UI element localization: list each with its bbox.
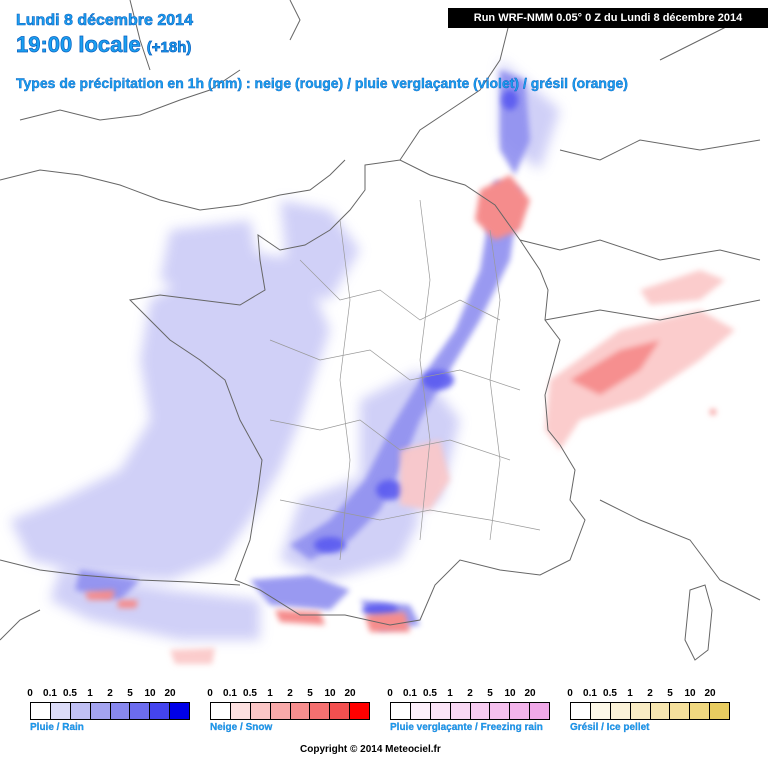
legend-swatch [391, 703, 411, 719]
legend-swatch [590, 703, 611, 719]
legend-ticks: 0 0.1 0.5 1 2 5 10 20 [27, 688, 190, 702]
legend-color-bar [30, 702, 190, 720]
legend-tick-label: 5 [487, 688, 493, 699]
legend-swatch [31, 703, 51, 719]
map-subtitle: Types de précipitation en 1h (mm) : neig… [16, 75, 628, 91]
legend-swatch [650, 703, 671, 719]
legend-label: Pluie verglaçante / Freezing rain [390, 722, 543, 733]
legend-swatch [430, 703, 451, 719]
legend-swatch [110, 703, 131, 719]
legend-tick-label: 0 [207, 688, 213, 699]
legend-swatch [90, 703, 111, 719]
legend-swatch [410, 703, 431, 719]
legend-tick-label: 10 [684, 688, 696, 699]
legend-swatch [150, 703, 171, 719]
legend-swatch [630, 703, 651, 719]
legend-swatch [250, 703, 271, 719]
legend-swatch [130, 703, 151, 719]
legend-tick-label: 2 [287, 688, 293, 699]
legend-swatch [670, 703, 691, 719]
legend-swatch [350, 703, 369, 719]
legend-tick-label: 1 [447, 688, 453, 699]
map-time: 19:00 locale (+18h) [16, 32, 192, 58]
legend-color-bar [570, 702, 730, 720]
map-time-value: 19:00 locale [16, 32, 141, 58]
run-info-badge: Run WRF-NMM 0.05° 0 Z du Lundi 8 décembr… [448, 8, 768, 28]
legend-tick-label: 0 [387, 688, 393, 699]
legend-swatch [230, 703, 251, 719]
legend-ticks: 0 0.1 0.5 1 2 5 10 20 [207, 688, 370, 702]
legend-swatch [450, 703, 471, 719]
legend-color-bar [210, 702, 370, 720]
legend-swatch [490, 703, 511, 719]
map-date: Lundi 8 décembre 2014 [16, 12, 194, 30]
legend-tick-label: 0.1 [403, 688, 417, 699]
legend-tick-label: 0.5 [243, 688, 257, 699]
legend-tick-label: 2 [647, 688, 653, 699]
legend-tick-label: 1 [627, 688, 633, 699]
legend-tick-label: 0.5 [423, 688, 437, 699]
legend-tick-label: 1 [267, 688, 273, 699]
legend-tick-label: 0.1 [43, 688, 57, 699]
legend-label: Grésil / Ice pellet [570, 722, 650, 733]
legend-tick-label: 0.5 [63, 688, 77, 699]
legend-swatch [211, 703, 231, 719]
legend-tick-label: 2 [107, 688, 113, 699]
legend-swatch [530, 703, 549, 719]
legend-swatch [690, 703, 711, 719]
legend-ticks: 0 0.1 0.5 1 2 5 10 20 [387, 688, 550, 702]
legend-tick-label: 0.1 [583, 688, 597, 699]
legend-swatch [50, 703, 71, 719]
map-lead-time: (+18h) [146, 39, 192, 57]
legend-swatch [470, 703, 491, 719]
legend-tick-label: 0.5 [603, 688, 617, 699]
legend-swatch [571, 703, 591, 719]
legend-swatch [70, 703, 91, 719]
legend-ice-pellet: 0 0.1 0.5 1 2 5 10 20 Grésil / Ice pellet [567, 688, 730, 733]
legend-swatch [170, 703, 189, 719]
legend-swatch [270, 703, 291, 719]
legend-tick-label: 20 [164, 688, 176, 699]
legend-tick-label: 0 [27, 688, 33, 699]
legend-swatch [510, 703, 531, 719]
legend-swatch [290, 703, 311, 719]
legend-tick-label: 2 [467, 688, 473, 699]
legend-rain: 0 0.1 0.5 1 2 5 10 20 Pluie / Rain [27, 688, 190, 733]
legend-swatch [330, 703, 351, 719]
rain-field-heavy [314, 90, 518, 616]
legend-swatch [310, 703, 331, 719]
legend-tick-label: 20 [524, 688, 536, 699]
legend-tick-label: 10 [504, 688, 516, 699]
legend-label: Pluie / Rain [30, 722, 84, 733]
legend-tick-label: 5 [667, 688, 673, 699]
coastlines-borders [0, 0, 761, 661]
legend-tick-label: 1 [87, 688, 93, 699]
rain-field-light [10, 60, 560, 640]
legend-tick-label: 20 [344, 688, 356, 699]
legend-color-bar [390, 702, 550, 720]
legend-tick-label: 5 [127, 688, 133, 699]
legend-ticks: 0 0.1 0.5 1 2 5 10 20 [567, 688, 730, 702]
legend-tick-label: 0 [567, 688, 573, 699]
snow-field [85, 175, 735, 664]
legend-tick-label: 10 [144, 688, 156, 699]
legend-tick-label: 0.1 [223, 688, 237, 699]
legend-tick-label: 10 [324, 688, 336, 699]
legend-snow: 0 0.1 0.5 1 2 5 10 20 Neige / Snow [207, 688, 370, 733]
legend-freezing-rain: 0 0.1 0.5 1 2 5 10 20 Pluie verglaçante / Freezi… [387, 688, 550, 733]
copyright-notice: Copyright © 2014 Meteociel.fr [300, 744, 441, 755]
legend-label: Neige / Snow [210, 722, 273, 733]
legend-tick-label: 5 [307, 688, 313, 699]
legend-swatch [710, 703, 729, 719]
legend-swatch [610, 703, 631, 719]
legend-tick-label: 20 [704, 688, 716, 699]
